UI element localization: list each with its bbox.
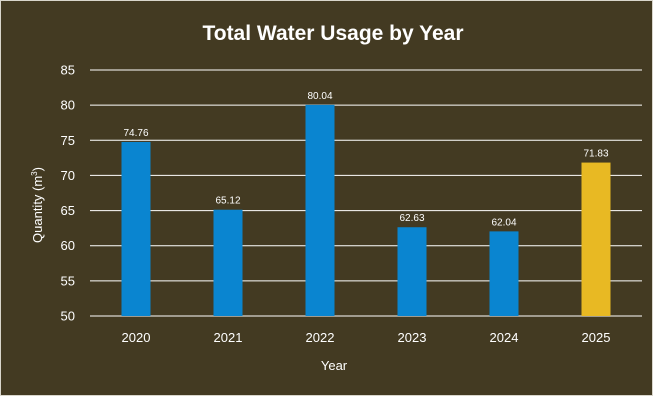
bar-2022 <box>305 104 335 316</box>
y-tick-label: 75 <box>61 133 75 148</box>
bar-2021 <box>213 209 243 316</box>
y-axis-label-main: Quantity (m <box>30 176 45 243</box>
y-tick-label: 70 <box>61 168 75 183</box>
data-label-2021: 65.12 <box>215 196 240 207</box>
y-tick-label: 60 <box>61 238 75 253</box>
data-label-2023: 62.63 <box>399 213 424 224</box>
bar-2025 <box>581 162 611 316</box>
bar-2024 <box>489 231 519 316</box>
x-tick-label-2020: 2020 <box>122 330 151 345</box>
x-tick-label-2021: 2021 <box>214 330 243 345</box>
bar-2020 <box>121 141 151 316</box>
y-tick-label: 65 <box>61 203 75 218</box>
data-label-2022: 80.04 <box>307 91 332 102</box>
bar-2023 <box>397 227 427 316</box>
x-axis-label: Year <box>321 358 348 373</box>
gridlines <box>90 69 642 317</box>
y-axis-label-close: ) <box>30 167 45 171</box>
y-tick-label: 85 <box>61 63 75 78</box>
data-label-2024: 62.04 <box>491 217 516 228</box>
x-tick-label-2022: 2022 <box>306 330 335 345</box>
data-labels: 74.76 65.12 80.04 62.63 62.04 71.83 <box>123 91 608 229</box>
y-tick-label: 50 <box>61 309 75 324</box>
y-axis-label-superscript: 3 <box>30 171 39 176</box>
x-tick-label-2023: 2023 <box>398 330 427 345</box>
chart-title: Total Water Usage by Year <box>202 22 463 45</box>
x-axis-ticks: 2020 2021 2022 2023 2024 2025 <box>122 330 611 345</box>
x-tick-label-2025: 2025 <box>582 330 611 345</box>
data-label-2025: 71.83 <box>583 149 608 160</box>
y-tick-label: 80 <box>61 98 75 113</box>
data-label-2020: 74.76 <box>123 128 148 139</box>
y-tick-label: 55 <box>61 273 75 288</box>
bars <box>121 104 611 316</box>
y-axis-label: Quantity (m3) <box>30 167 45 243</box>
x-tick-label-2024: 2024 <box>490 330 519 345</box>
y-axis-ticks: 50 55 60 65 70 75 80 85 <box>61 63 75 324</box>
